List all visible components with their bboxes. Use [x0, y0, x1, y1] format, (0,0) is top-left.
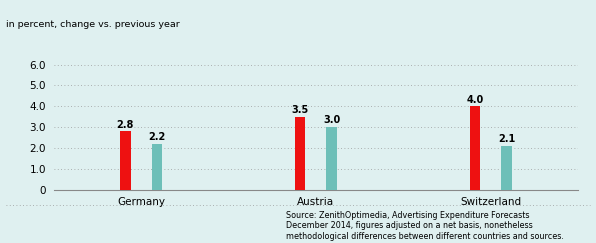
Text: 2.2: 2.2 [148, 132, 166, 142]
Bar [470, 106, 480, 190]
Text: Source: ZenithOptimedia, Advertising Expenditure Forecasts
December 2014, figure: Source: ZenithOptimedia, Advertising Exp… [286, 211, 564, 241]
Bar [327, 127, 337, 190]
Bar [151, 144, 162, 190]
Bar [120, 131, 131, 190]
Bar [295, 117, 305, 190]
Text: 3.0: 3.0 [323, 115, 340, 125]
Text: 2.8: 2.8 [117, 120, 134, 130]
Text: in percent, change vs. previous year: in percent, change vs. previous year [6, 20, 180, 29]
Text: 2.1: 2.1 [498, 134, 515, 144]
Text: 4.0: 4.0 [466, 95, 483, 104]
Bar [501, 146, 512, 190]
Text: 3.5: 3.5 [291, 105, 309, 115]
